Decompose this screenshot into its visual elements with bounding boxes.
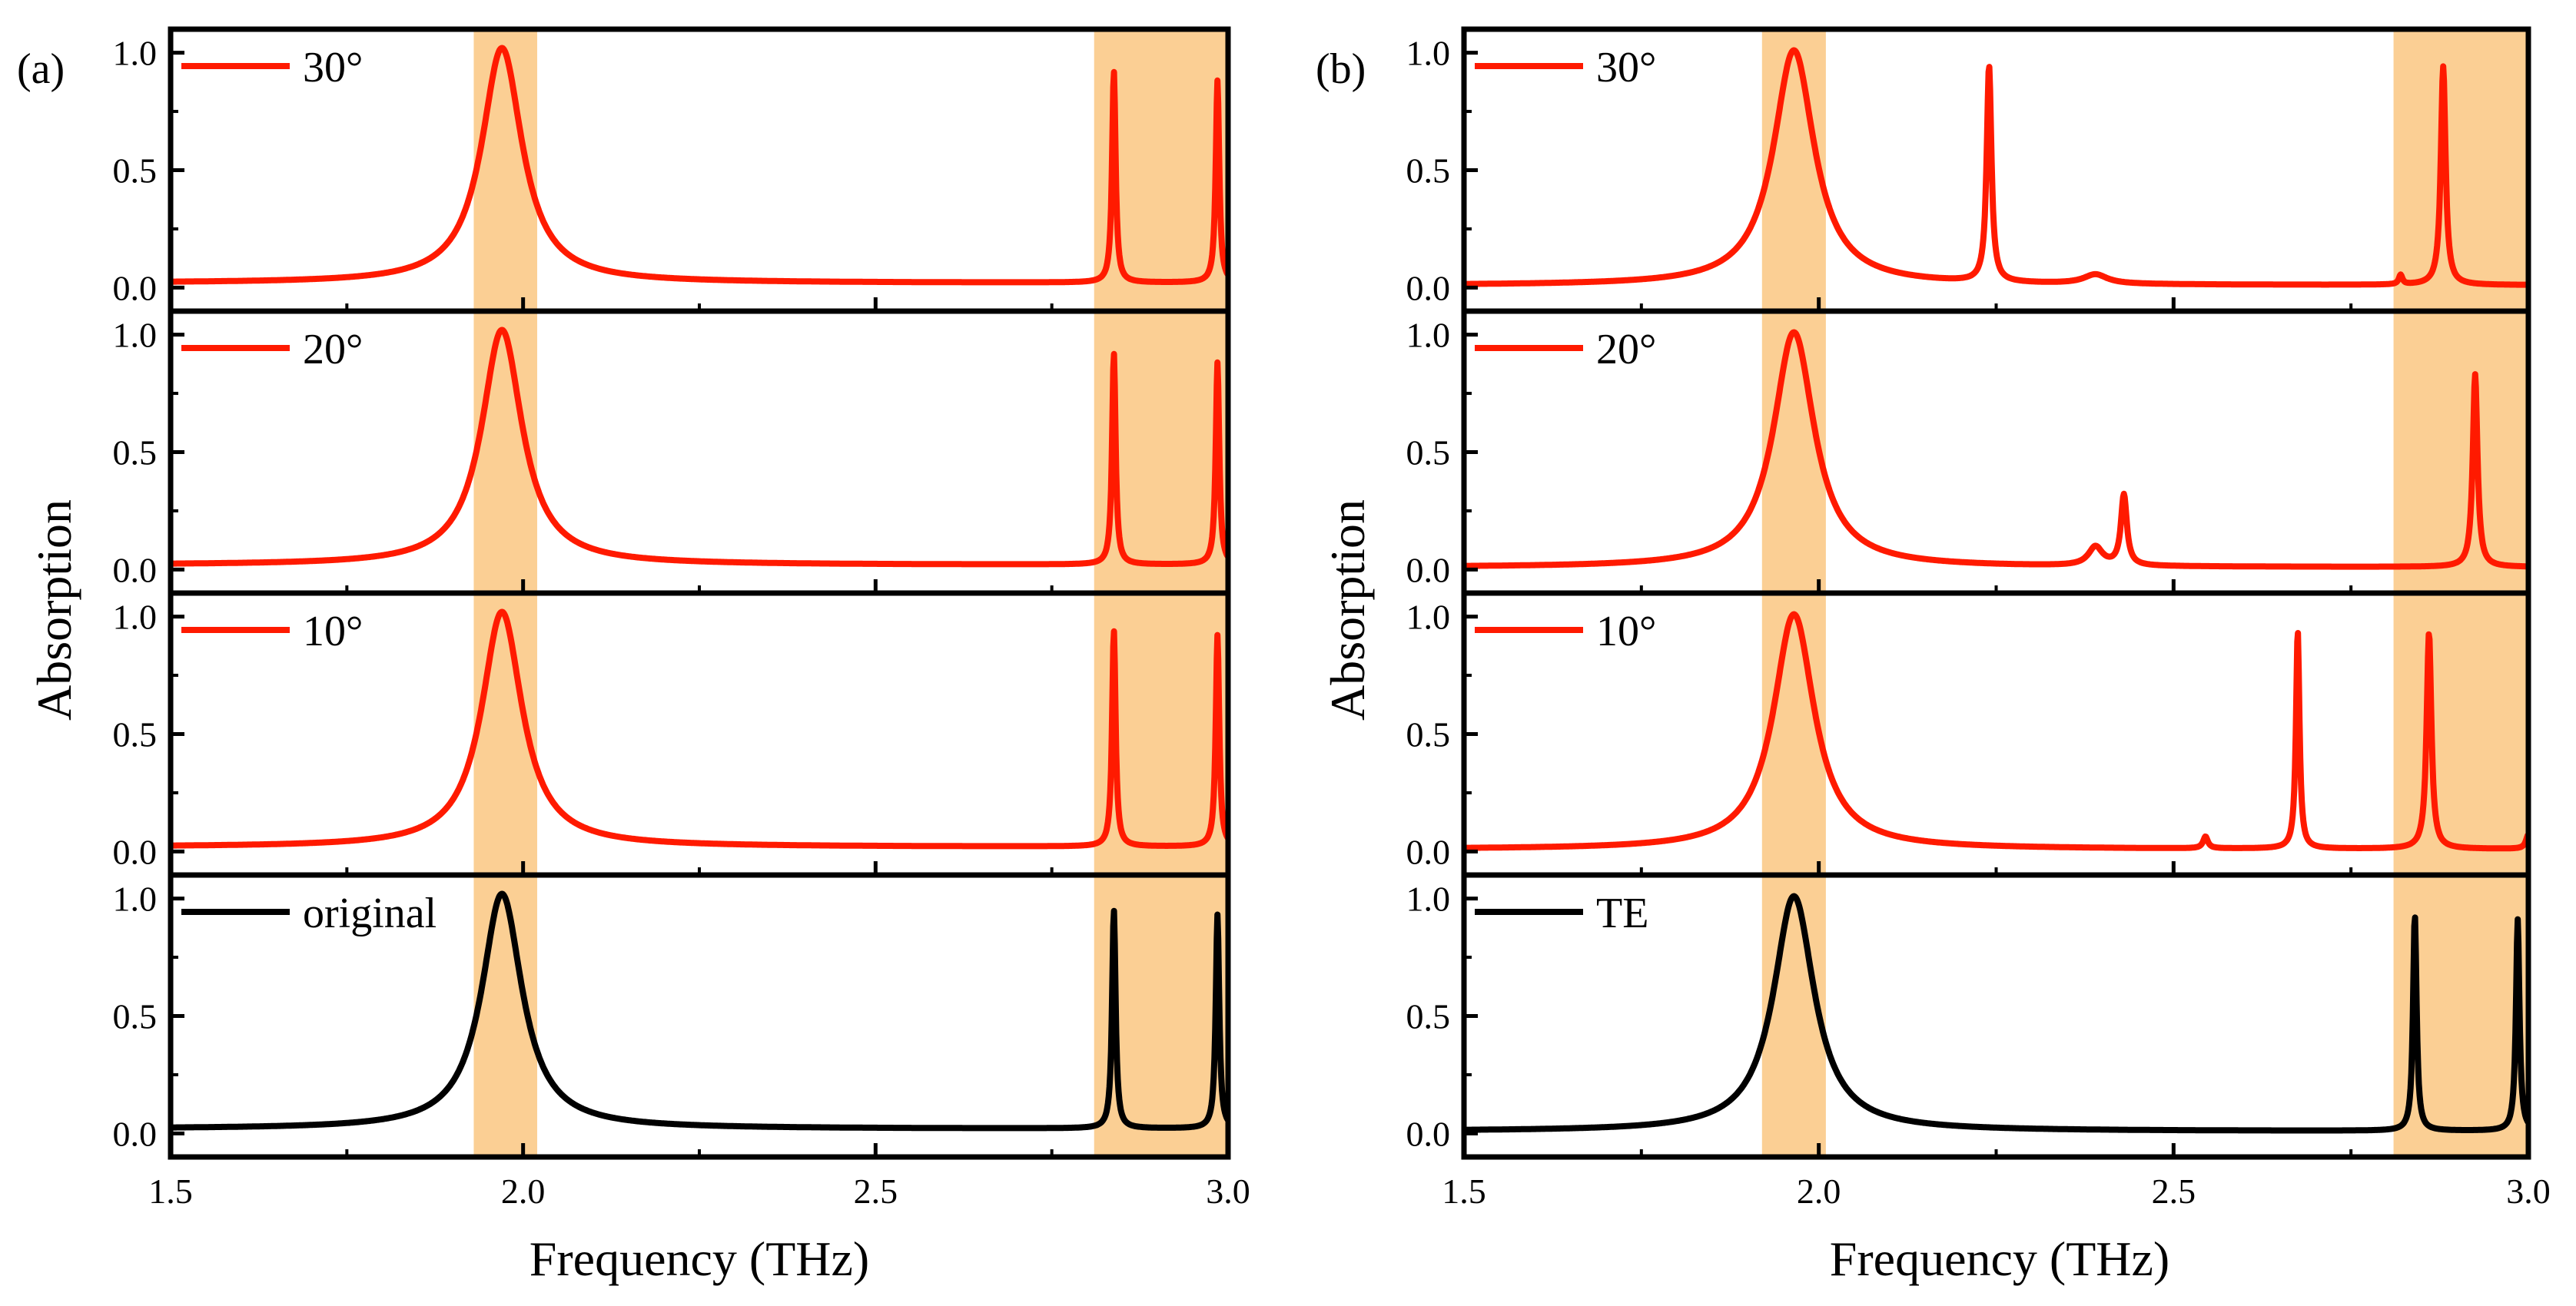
series-line-original	[168, 890, 1231, 1132]
y-tick-label: 0.0	[1406, 1114, 1451, 1153]
y-tick-label: 1.0	[113, 316, 158, 355]
panel-a-y-axis-title: Absorption	[27, 499, 81, 721]
x-tick-label: 2.5	[854, 1172, 898, 1211]
x-tick-label: 2.5	[2152, 1172, 2196, 1211]
y-tick-label: 0.5	[113, 997, 158, 1036]
y-tick-label: 0.0	[1406, 550, 1451, 589]
series-line-TE	[1462, 893, 2531, 1134]
y-tick-label: 1.0	[113, 598, 158, 637]
y-tick-label: 0.0	[113, 268, 158, 307]
legend-label: 20°	[303, 326, 363, 373]
x-tick-label: 3.0	[2506, 1172, 2551, 1211]
y-tick-label: 1.0	[113, 34, 158, 73]
legend-label: 30°	[1596, 44, 1656, 91]
series-line-30deg	[1462, 47, 2531, 288]
panel-b-subplot-second: 0.0 0.5 1.0 20°	[1406, 308, 2531, 596]
legend-label: TE	[1596, 890, 1648, 937]
panel-a-subplot-top: 0.0 0.5 1.0 30°	[113, 26, 1231, 314]
panel-b-subplot-top: 0.0 0.5 1.0 30°	[1406, 26, 2531, 314]
panel-a: (a) Absorption Frequency (THz) 0.0 0.5 1.0…	[17, 26, 1250, 1286]
x-tick-label: 2.0	[501, 1172, 546, 1211]
y-tick-label: 0.5	[113, 151, 158, 191]
y-tick-label: 0.0	[1406, 832, 1451, 871]
y-tick-label: 1.0	[1406, 34, 1451, 73]
y-tick-label: 0.5	[113, 433, 158, 472]
highlight-band-1	[1761, 593, 1826, 875]
y-tick-label: 0.0	[113, 550, 158, 589]
highlight-band-1	[1761, 29, 1826, 311]
y-tick-label: 1.0	[1406, 598, 1451, 637]
legend-label: 20°	[1596, 326, 1656, 373]
legend-label: 30°	[303, 44, 363, 91]
y-tick-label: 0.0	[113, 832, 158, 871]
series-line-10deg	[168, 608, 1231, 850]
highlight-band-2	[2393, 311, 2528, 593]
y-tick-label: 0.5	[1406, 997, 1451, 1036]
y-tick-label: 1.0	[1406, 880, 1451, 919]
panel-b-label: (b)	[1316, 45, 1366, 93]
x-tick-label: 1.5	[148, 1172, 193, 1211]
y-tick-label: 0.5	[113, 715, 158, 754]
y-tick-label: 0.5	[1406, 433, 1451, 472]
y-tick-label: 0.5	[1406, 151, 1451, 191]
x-tick-label: 2.0	[1797, 1172, 1841, 1211]
panel-b: (b) Absorption Frequency (THz) 0.0 0.5 1.0…	[1316, 26, 2551, 1286]
y-tick-label: 0.0	[113, 1114, 158, 1153]
series-line-20deg	[168, 326, 1231, 568]
highlight-band-1	[1761, 875, 1826, 1157]
legend-label: 10°	[303, 608, 363, 655]
y-tick-label: 1.0	[113, 880, 158, 919]
highlight-band-1	[1761, 311, 1826, 593]
x-tick-label: 3.0	[1206, 1172, 1250, 1211]
highlight-band-2	[2393, 593, 2528, 875]
series-line-10deg	[1462, 611, 2531, 852]
panel-a-subplot-bottom: 0.0 0.5 1.0 original	[113, 872, 1231, 1160]
highlight-band-2	[2393, 29, 2528, 311]
series-line-30deg	[168, 45, 1231, 286]
panel-a-subplot-second: 0.0 0.5 1.0 20°	[113, 308, 1231, 596]
series-line-20deg	[1462, 329, 2531, 570]
y-tick-label: 1.0	[1406, 316, 1451, 355]
panel-b-subplot-third: 0.0 0.5 1.0 10°	[1406, 590, 2531, 878]
panel-a-subplot-third: 0.0 0.5 1.0 10°	[113, 590, 1231, 878]
panel-b-y-axis-title: Absorption	[1320, 499, 1375, 721]
panel-a-x-axis-title: Frequency (THz)	[529, 1231, 869, 1286]
legend-label: 10°	[1596, 608, 1656, 655]
x-tick-label: 1.5	[1442, 1172, 1486, 1211]
y-tick-label: 0.0	[1406, 268, 1451, 307]
panel-a-label: (a)	[17, 45, 65, 93]
panel-b-x-axis-title: Frequency (THz)	[1830, 1231, 2169, 1286]
y-tick-label: 0.5	[1406, 715, 1451, 754]
panel-b-subplot-bottom: 0.0 0.5 1.0 TE	[1406, 872, 2531, 1160]
legend-label: original	[303, 890, 437, 937]
